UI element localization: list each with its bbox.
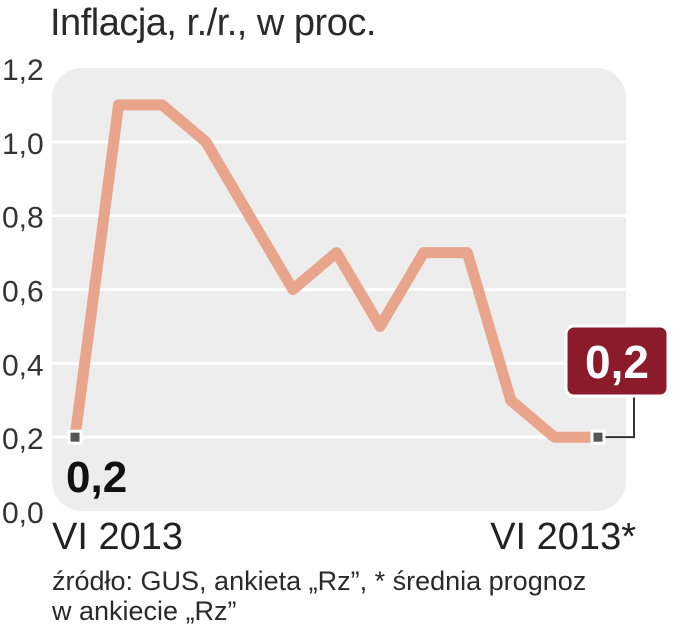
source-line-1: źródło: GUS, ankieta „Rz”, * średnia pro… [52,566,587,596]
end-connector [598,396,635,439]
start-marker [67,429,83,445]
y-tick-label: 1,2 [2,54,44,87]
annotations: 0,2 0,2 [66,324,670,502]
y-tick-label: 0,8 [2,202,44,235]
y-tick-labels: 0,0 0,2 0,4 0,6 0,8 1,0 1,2 [2,54,44,530]
end-value-label: 0,2 [585,336,649,388]
chart-title: Inflacja, r./r., w proc. [50,2,376,44]
y-tick-label: 0,6 [2,276,44,309]
end-value-badge [564,324,670,398]
start-value-label: 0,2 [66,453,127,502]
x-tick-labels: VI 2013 VI 2013* [52,516,636,558]
end-marker [590,429,606,445]
x-tick-label-start: VI 2013 [52,516,183,558]
x-tick-label-end: VI 2013* [490,516,636,558]
line-chart: 0,0 0,2 0,4 0,6 0,8 1,0 1,2 VI 2013 VI 2013* 0,… [2,54,670,558]
y-tick-label: 1,0 [2,128,44,161]
source-note: źródło: GUS, ankieta „Rz”, * średnia pro… [52,566,586,626]
y-tick-label: 0,4 [2,349,44,382]
series-line [69,99,604,443]
source-line-2: w ankiecie „Rz” [52,596,237,626]
grid-lines [52,140,626,439]
y-tick-label: 0,2 [2,423,44,456]
y-tick-label: 0,0 [2,497,44,530]
